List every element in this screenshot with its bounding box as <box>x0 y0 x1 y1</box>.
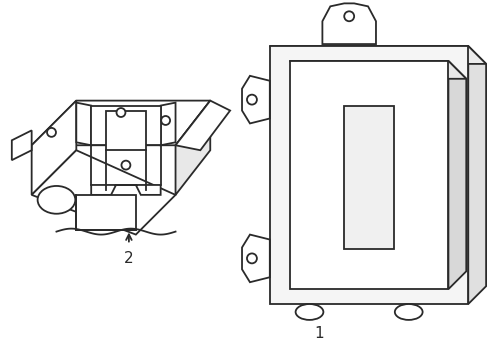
Text: 2: 2 <box>124 251 133 266</box>
Ellipse shape <box>38 186 75 214</box>
Polygon shape <box>468 46 485 304</box>
Circle shape <box>116 108 125 117</box>
Ellipse shape <box>394 304 422 320</box>
Polygon shape <box>161 103 175 145</box>
Polygon shape <box>76 103 91 145</box>
Polygon shape <box>91 105 161 145</box>
Text: 1: 1 <box>314 326 324 341</box>
Polygon shape <box>32 100 210 145</box>
Polygon shape <box>289 61 466 79</box>
Circle shape <box>47 128 56 137</box>
Circle shape <box>246 95 256 105</box>
Polygon shape <box>269 46 485 64</box>
Polygon shape <box>269 46 468 304</box>
Circle shape <box>344 11 353 21</box>
Polygon shape <box>91 185 161 195</box>
Polygon shape <box>32 150 175 235</box>
Circle shape <box>246 253 256 264</box>
Polygon shape <box>242 76 269 123</box>
Polygon shape <box>289 61 447 289</box>
Polygon shape <box>242 235 269 282</box>
Polygon shape <box>175 100 210 195</box>
Ellipse shape <box>295 304 323 320</box>
Polygon shape <box>12 130 32 160</box>
Polygon shape <box>106 111 145 150</box>
Circle shape <box>161 116 170 125</box>
Polygon shape <box>76 195 136 230</box>
Polygon shape <box>32 100 76 195</box>
Polygon shape <box>322 3 375 44</box>
Polygon shape <box>175 100 230 150</box>
Polygon shape <box>344 105 393 249</box>
Circle shape <box>121 161 130 170</box>
Polygon shape <box>447 61 466 289</box>
